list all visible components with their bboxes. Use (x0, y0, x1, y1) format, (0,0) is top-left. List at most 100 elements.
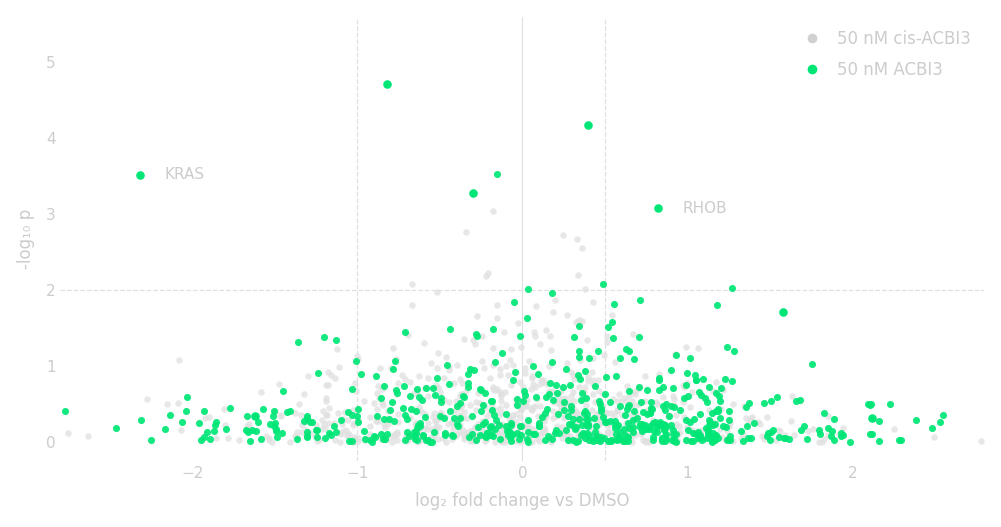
Point (812, 430, 828, 438)
Point (568, 437, 584, 446)
Point (441, 398, 457, 407)
Point (459, 369, 475, 378)
Point (656, 419, 672, 428)
Point (376, 432, 392, 441)
Point (580, 410, 596, 418)
Point (664, 435, 680, 444)
Point (667, 403, 683, 412)
Point (777, 431, 793, 440)
Point (400, 435, 416, 443)
Point (579, 414, 595, 423)
Point (489, 301, 506, 309)
Point (513, 437, 529, 446)
Point (487, 406, 504, 414)
Point (545, 357, 561, 366)
Point (452, 421, 468, 430)
Point (669, 430, 685, 438)
Point (719, 343, 735, 351)
Point (266, 407, 282, 416)
Point (440, 419, 456, 428)
Point (451, 375, 467, 383)
Point (816, 409, 832, 417)
Point (520, 415, 536, 424)
Point (428, 373, 444, 382)
Point (515, 399, 531, 408)
Point (710, 407, 726, 415)
Point (454, 426, 470, 434)
Point (700, 433, 716, 442)
Point (644, 405, 660, 413)
Point (631, 333, 647, 341)
Point (242, 425, 258, 434)
Point (587, 398, 603, 406)
Point (556, 414, 572, 423)
Point (559, 311, 575, 320)
Point (655, 383, 671, 391)
Point (279, 408, 295, 416)
Point (713, 397, 729, 405)
Point (411, 406, 427, 415)
Point (610, 421, 626, 429)
Point (330, 408, 346, 417)
Point (504, 413, 520, 422)
Point (345, 405, 361, 414)
Point (449, 420, 465, 428)
Point (575, 389, 591, 397)
Point (521, 428, 537, 436)
Point (599, 338, 615, 346)
Point (483, 397, 499, 406)
Point (825, 427, 841, 435)
Point (564, 406, 580, 414)
Point (669, 438, 685, 446)
Point (522, 424, 538, 433)
Point (255, 405, 271, 413)
Point (514, 431, 530, 440)
Point (416, 413, 432, 421)
Point (558, 430, 574, 438)
Point (700, 426, 716, 435)
Point (673, 427, 689, 436)
Point (428, 364, 444, 372)
Point (415, 423, 431, 432)
Point (485, 422, 502, 431)
Point (222, 404, 238, 412)
Point (369, 404, 385, 413)
Point (552, 397, 568, 406)
Point (652, 418, 668, 426)
Point (503, 427, 519, 435)
Point (539, 393, 555, 401)
Point (427, 417, 443, 425)
Point (479, 269, 495, 278)
Point (513, 413, 529, 421)
Point (505, 431, 521, 440)
Point (630, 384, 646, 393)
Point (558, 393, 574, 402)
Point (622, 392, 638, 401)
Point (497, 388, 514, 397)
Point (616, 425, 632, 433)
Point (320, 418, 336, 427)
Point (669, 420, 685, 428)
Point (637, 372, 653, 380)
Point (514, 343, 530, 351)
Point (301, 418, 317, 426)
Point (545, 407, 561, 415)
Point (645, 421, 661, 430)
Point (641, 436, 657, 445)
Point (446, 414, 462, 422)
Point (682, 418, 698, 426)
Point (577, 285, 593, 294)
Point (494, 419, 511, 428)
Point (804, 360, 820, 368)
Point (468, 431, 484, 440)
Point (520, 285, 536, 293)
Point (455, 430, 471, 438)
Point (590, 421, 606, 429)
Point (410, 372, 426, 380)
Point (567, 424, 583, 433)
Point (173, 426, 189, 434)
Y-axis label: -log₁₀ p: -log₁₀ p (17, 209, 35, 269)
Point (680, 426, 696, 434)
Point (337, 407, 353, 416)
Point (705, 421, 721, 430)
